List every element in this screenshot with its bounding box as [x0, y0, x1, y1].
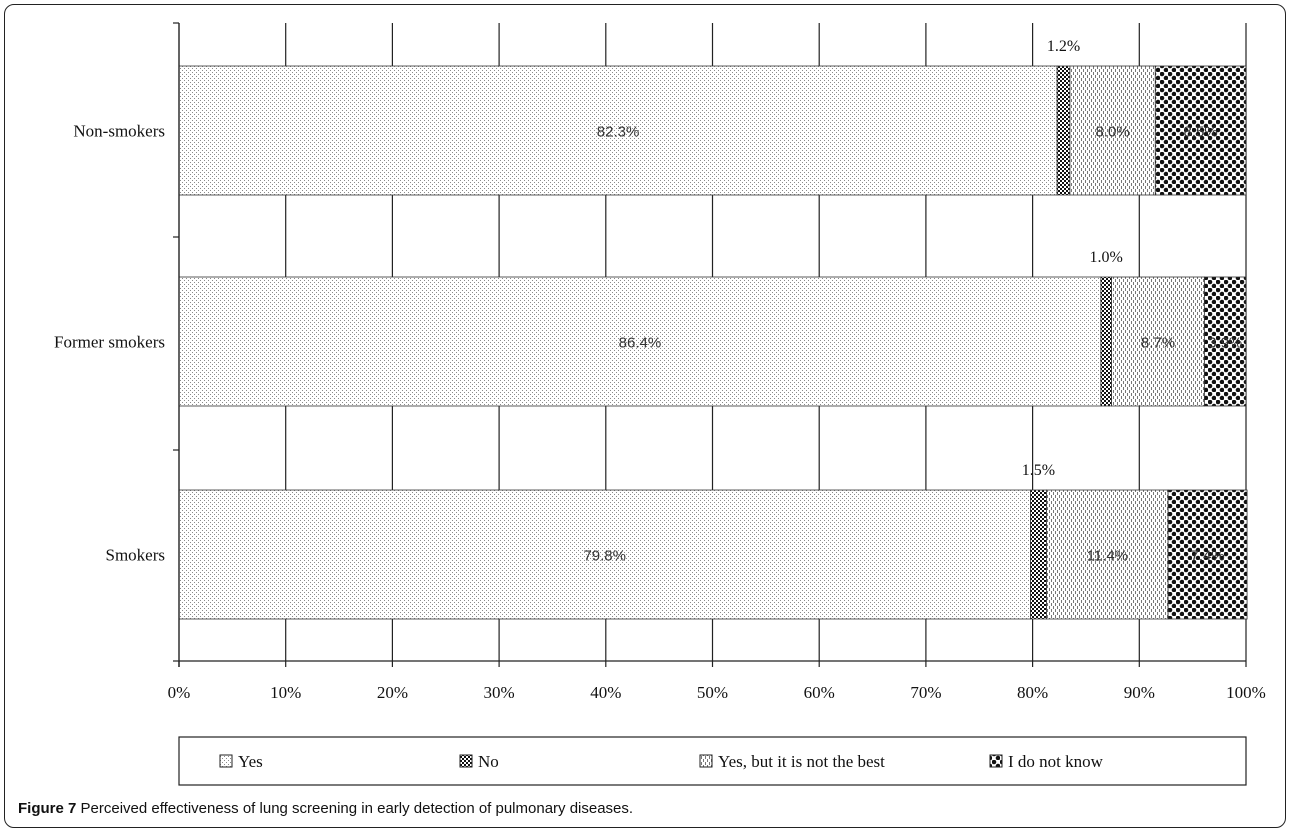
bars	[178, 65, 1248, 620]
x-tick-label: 30%	[484, 683, 515, 702]
category-label: Non-smokers	[73, 122, 165, 141]
x-tick-label: 50%	[697, 683, 728, 702]
caption-text: Perceived effectiveness of lung screenin…	[80, 800, 634, 817]
bar-segment	[1056, 65, 1071, 196]
figure-caption: Figure 7 Perceived effectiveness of lung…	[18, 800, 633, 817]
data-label: 8.5%	[1184, 124, 1218, 141]
x-tick-label: 100%	[1226, 683, 1266, 702]
labels: Non-smokers Former smokers Smokers 82.3% 1.2…	[54, 38, 1266, 702]
data-label: 8.0%	[1096, 124, 1130, 141]
data-label: 3.9%	[1208, 335, 1242, 352]
bar-segment	[1069, 65, 1156, 196]
x-tick-label: 90%	[1124, 683, 1155, 702]
data-label: 79.8%	[583, 548, 626, 565]
category-label: Former smokers	[54, 333, 165, 352]
bar-segment	[1111, 276, 1205, 407]
legend: Yes No Yes, but it is not the best I do not…	[178, 736, 1247, 786]
legend-swatch	[699, 754, 713, 768]
category-label: Smokers	[106, 546, 166, 565]
data-label: 1.0%	[1090, 249, 1123, 266]
legend-swatch	[989, 754, 1003, 768]
axes	[173, 22, 1247, 667]
x-tick-label: 80%	[1017, 683, 1048, 702]
legend-swatch	[219, 754, 233, 768]
legend-label: Yes, but it is not the best	[718, 752, 885, 771]
legend-label: Yes	[238, 752, 263, 771]
legend-swatch	[459, 754, 473, 768]
x-tick-label: 70%	[910, 683, 941, 702]
data-label: 1.2%	[1047, 38, 1080, 55]
legend-label: No	[478, 752, 499, 771]
data-label: 86.4%	[619, 335, 662, 352]
bar-segment	[1100, 276, 1112, 407]
bar-segment	[178, 276, 1102, 407]
legend-label: I do not know	[1008, 752, 1104, 771]
caption-label: Figure 7	[18, 800, 77, 817]
bar-segment	[178, 489, 1031, 620]
bar-segment	[1030, 489, 1047, 620]
data-label: 8.7%	[1141, 335, 1175, 352]
bar-segment	[1167, 489, 1248, 620]
x-tick-label: 0%	[168, 683, 191, 702]
bar-segment	[1046, 489, 1169, 620]
x-tick-label: 40%	[590, 683, 621, 702]
data-label: 11.4%	[1087, 548, 1128, 565]
x-tick-label: 10%	[270, 683, 301, 702]
x-tick-label: 20%	[377, 683, 408, 702]
x-tick-label: 60%	[804, 683, 835, 702]
data-label: 7.4%	[1190, 548, 1224, 565]
data-label: 1.5%	[1022, 462, 1055, 479]
bar-segment	[1203, 276, 1247, 407]
bar-segment	[1154, 65, 1247, 196]
data-label: 82.3%	[597, 124, 640, 141]
